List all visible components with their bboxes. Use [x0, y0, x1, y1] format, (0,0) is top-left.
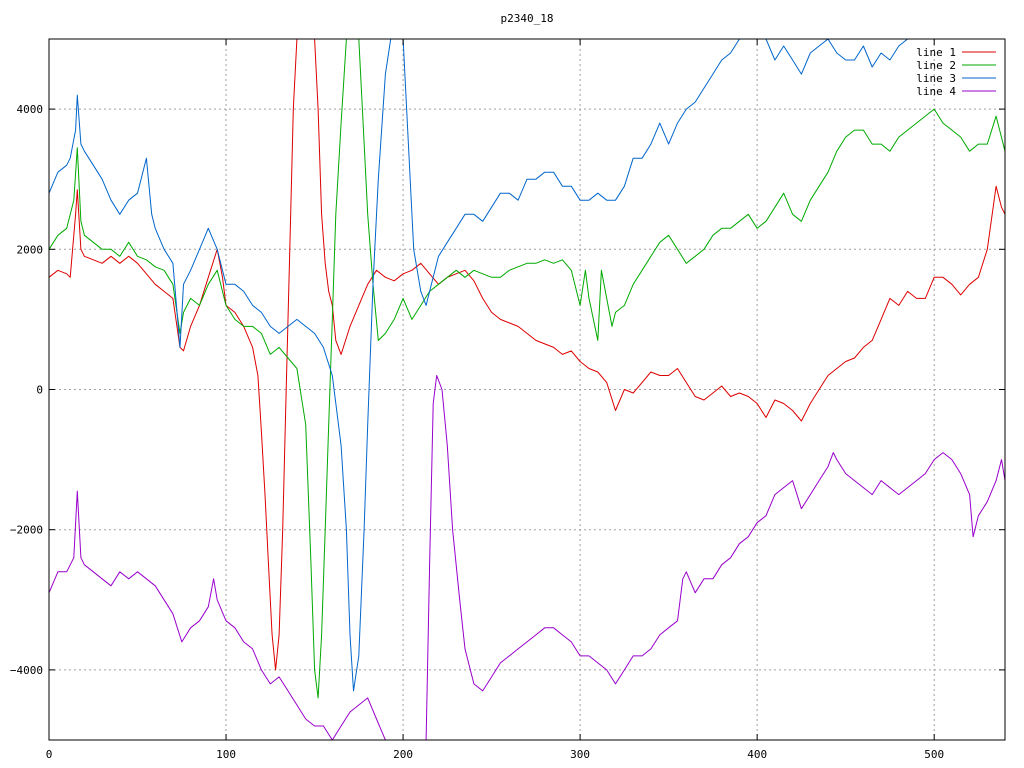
- x-tick-label: 200: [393, 748, 413, 761]
- y-tick-label: −4000: [10, 664, 43, 677]
- series-line-4: [49, 375, 1005, 740]
- y-tick-label: 0: [36, 384, 43, 397]
- series-line-1: [49, 39, 1005, 671]
- grid: [49, 39, 1005, 740]
- series-line-3: [49, 39, 1005, 692]
- series-layer: [49, 39, 1005, 740]
- x-tick-label: 0: [46, 748, 53, 761]
- y-tick-label: −2000: [10, 524, 43, 537]
- legend-label: line 1: [916, 46, 956, 59]
- x-tick-label: 500: [924, 748, 944, 761]
- chart-title: p2340_18: [501, 12, 554, 25]
- x-tick-label: 100: [216, 748, 236, 761]
- y-tick-label: 2000: [17, 243, 44, 256]
- legend-label: line 3: [916, 72, 956, 85]
- legend-label: line 2: [916, 59, 956, 72]
- y-tick-label: 4000: [17, 103, 44, 116]
- legend-label: line 4: [916, 85, 956, 98]
- series-line-2: [49, 39, 1005, 699]
- axis-ticks: −4000 −2000 0 2000 4000 0 100 200 300 400 500: [10, 39, 1005, 761]
- x-tick-label: 400: [747, 748, 767, 761]
- x-tick-label: 300: [570, 748, 590, 761]
